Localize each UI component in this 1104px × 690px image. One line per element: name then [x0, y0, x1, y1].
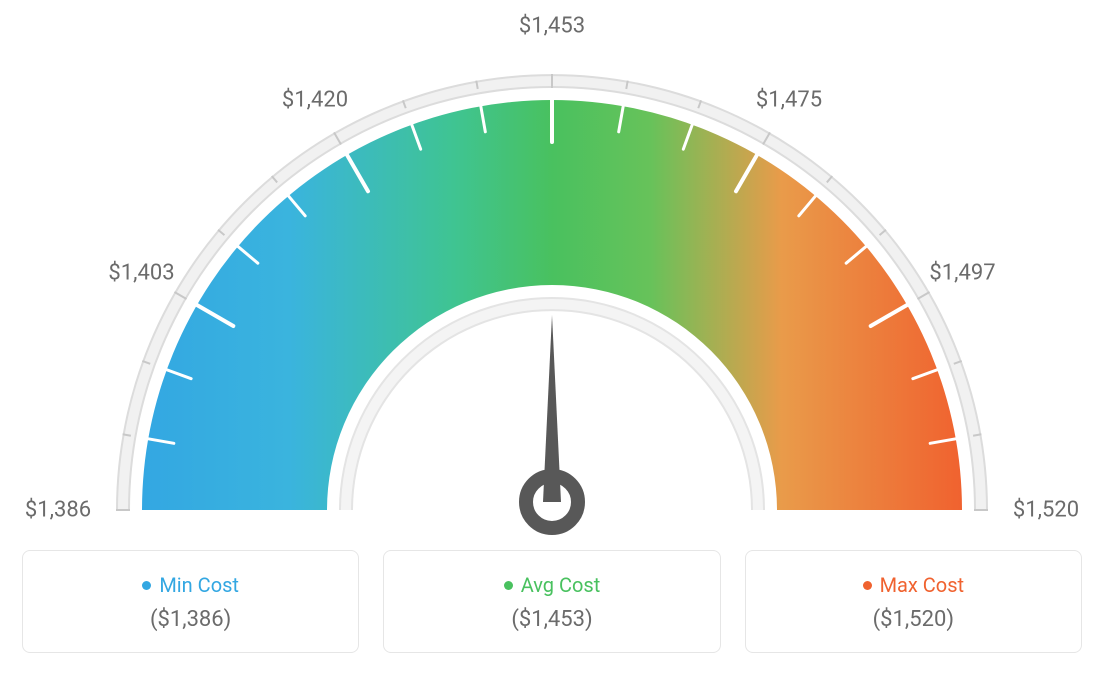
max-cost-card: Max Cost ($1,520)	[745, 550, 1082, 653]
min-cost-title: Min Cost	[33, 573, 348, 597]
dot-icon	[504, 581, 513, 590]
avg-cost-card: Avg Cost ($1,453)	[383, 550, 720, 653]
avg-cost-value: ($1,453)	[394, 607, 709, 632]
avg-cost-title: Avg Cost	[394, 573, 709, 597]
min-cost-label: Min Cost	[159, 573, 239, 597]
gauge-tick-label: $1,403	[108, 261, 174, 286]
gauge-tick-label: $1,386	[25, 498, 91, 523]
dot-icon	[863, 581, 872, 590]
min-cost-value: ($1,386)	[33, 607, 348, 632]
cost-gauge: $1,386$1,403$1,420$1,453$1,475$1,497$1,5…	[22, 20, 1082, 540]
gauge-tick-label: $1,420	[282, 87, 348, 112]
summary-cards: Min Cost ($1,386) Avg Cost ($1,453) Max …	[22, 550, 1082, 653]
dot-icon	[142, 581, 151, 590]
max-cost-title: Max Cost	[756, 573, 1071, 597]
gauge-svg	[22, 20, 1082, 540]
max-cost-value: ($1,520)	[756, 607, 1071, 632]
max-cost-label: Max Cost	[880, 573, 965, 597]
min-cost-card: Min Cost ($1,386)	[22, 550, 359, 653]
gauge-tick-label: $1,520	[1013, 498, 1079, 523]
gauge-tick-label: $1,497	[929, 261, 995, 286]
gauge-tick-label: $1,453	[519, 14, 585, 39]
gauge-tick-label: $1,475	[756, 87, 822, 112]
avg-cost-label: Avg Cost	[521, 573, 601, 597]
